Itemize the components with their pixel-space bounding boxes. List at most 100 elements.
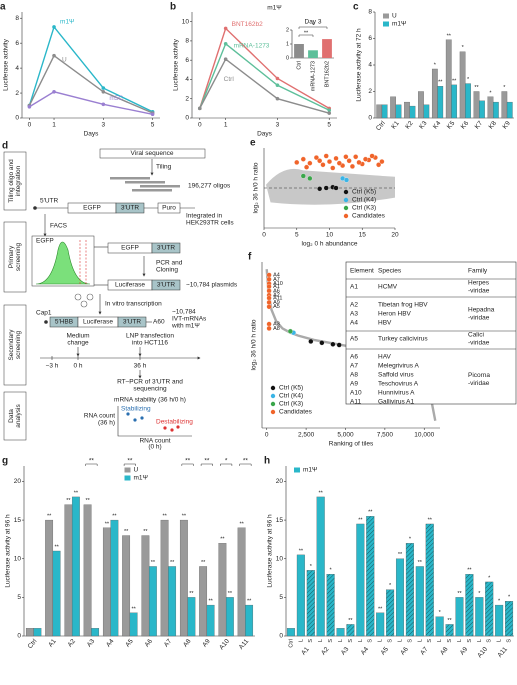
y-axis-label: Luciferase activity at 72 h bbox=[356, 28, 363, 102]
bar bbox=[423, 104, 430, 119]
x-tick-label: Ctrl bbox=[375, 119, 387, 132]
x-tick-label: S bbox=[388, 639, 394, 643]
x-tick-label: L bbox=[497, 639, 503, 642]
diagram-text: EGFP bbox=[121, 245, 139, 252]
table-cell: A8 bbox=[350, 372, 358, 379]
significance: * bbox=[467, 77, 470, 83]
significance: ** bbox=[447, 33, 452, 39]
diagram-text: screening bbox=[15, 331, 22, 360]
bar bbox=[326, 574, 335, 637]
x-tick-label: L bbox=[318, 639, 324, 642]
table-frame bbox=[345, 261, 517, 405]
diagram-text: EGFP bbox=[36, 238, 54, 245]
y-tick-label: 4 bbox=[185, 76, 189, 83]
viral-seq-box bbox=[99, 148, 206, 159]
diagram-text: Primary bbox=[8, 245, 15, 268]
promoter bbox=[33, 206, 37, 210]
comparison-label: ** bbox=[89, 458, 95, 465]
x-tick-label: 0 bbox=[262, 232, 266, 239]
significance: ** bbox=[378, 606, 383, 612]
bar bbox=[501, 91, 508, 119]
x-tick-label: 7,500 bbox=[377, 432, 394, 439]
x-tick-label: K7 bbox=[474, 120, 485, 131]
significance: ** bbox=[452, 78, 457, 84]
point-label: A5 bbox=[273, 304, 280, 310]
diagram-text: 0 h bbox=[73, 363, 82, 370]
example-dot bbox=[133, 418, 137, 422]
point bbox=[266, 276, 272, 282]
bracket bbox=[298, 34, 314, 37]
y-tick-label: 4 bbox=[368, 62, 372, 69]
stage-box bbox=[3, 304, 27, 386]
table-cell: Hunnivirus A bbox=[378, 390, 415, 397]
bar bbox=[459, 51, 466, 119]
point bbox=[294, 159, 300, 165]
x-tick-label: A10 bbox=[218, 638, 231, 652]
bar bbox=[33, 628, 42, 637]
x-tick-label: Ctrl bbox=[288, 639, 294, 648]
point bbox=[333, 185, 339, 191]
significance: ** bbox=[162, 514, 167, 520]
bar bbox=[179, 519, 188, 637]
significance: ** bbox=[143, 529, 148, 535]
significance: ** bbox=[201, 560, 206, 566]
bar bbox=[225, 597, 234, 637]
point bbox=[275, 83, 280, 88]
point bbox=[266, 288, 272, 294]
point-label: A10 bbox=[273, 281, 283, 287]
x-tick-label: K9 bbox=[501, 120, 512, 131]
series-line bbox=[28, 25, 153, 113]
diagram-text: mRNA stability (36 h/0 h) bbox=[114, 397, 186, 404]
significance: ** bbox=[428, 517, 433, 523]
significance: * bbox=[434, 62, 437, 68]
y-tick-label: 2 bbox=[185, 95, 189, 102]
point bbox=[343, 154, 349, 160]
x-tick-label: S bbox=[308, 639, 314, 643]
y-tick-label: 0 bbox=[368, 115, 372, 122]
y-tick-label: 2 bbox=[368, 88, 372, 95]
y-tick-label: 0 bbox=[286, 55, 289, 61]
diagram-text: with m1Ψ bbox=[171, 323, 200, 330]
diagram-text: 3′UTR bbox=[157, 245, 175, 252]
group-label: A11 bbox=[496, 646, 509, 659]
x-tick-label: S bbox=[348, 639, 354, 643]
diagram-text: RNA count bbox=[139, 438, 170, 445]
x-tick-label: L bbox=[457, 639, 463, 642]
x-tick-label: 3 bbox=[276, 122, 280, 129]
table-cell: A9 bbox=[350, 381, 358, 388]
significance: ** bbox=[220, 537, 225, 543]
x-tick-label: 1 bbox=[52, 122, 56, 129]
bar bbox=[199, 566, 208, 637]
point bbox=[304, 164, 310, 170]
point bbox=[327, 108, 332, 113]
x-tick-label: K2 bbox=[404, 120, 415, 131]
significance: ** bbox=[66, 498, 71, 504]
x-tick-label: L bbox=[358, 639, 364, 642]
table-cell: HCMV bbox=[378, 284, 398, 291]
x-axis-label: Days bbox=[84, 131, 100, 138]
x-tick-label: L bbox=[378, 639, 384, 642]
x-tick-label: S bbox=[328, 639, 334, 643]
x-tick-label: K4 bbox=[432, 120, 443, 131]
y-tick-label: 4 bbox=[15, 65, 19, 72]
x-tick-label: 0 bbox=[28, 122, 32, 129]
x-tick-label: L bbox=[397, 639, 403, 642]
point bbox=[330, 165, 336, 171]
group-label: A6 bbox=[399, 646, 410, 657]
table-cell: Turkey calicivirus bbox=[378, 336, 428, 343]
point bbox=[336, 342, 342, 348]
point bbox=[275, 76, 280, 81]
significance: ** bbox=[457, 591, 462, 597]
bar bbox=[110, 519, 119, 637]
series-label: m1Ψ bbox=[60, 19, 74, 26]
legend-label: U bbox=[392, 13, 397, 20]
example-dot bbox=[170, 428, 174, 432]
point bbox=[101, 102, 106, 107]
legend-label: Ctrl (K3) bbox=[279, 401, 303, 408]
significance: ** bbox=[247, 599, 252, 605]
bar bbox=[52, 550, 61, 637]
table-family: Calici bbox=[468, 332, 484, 339]
significance: ** bbox=[418, 560, 423, 566]
x-tick-label: L bbox=[298, 639, 304, 642]
example-dot bbox=[126, 412, 130, 416]
